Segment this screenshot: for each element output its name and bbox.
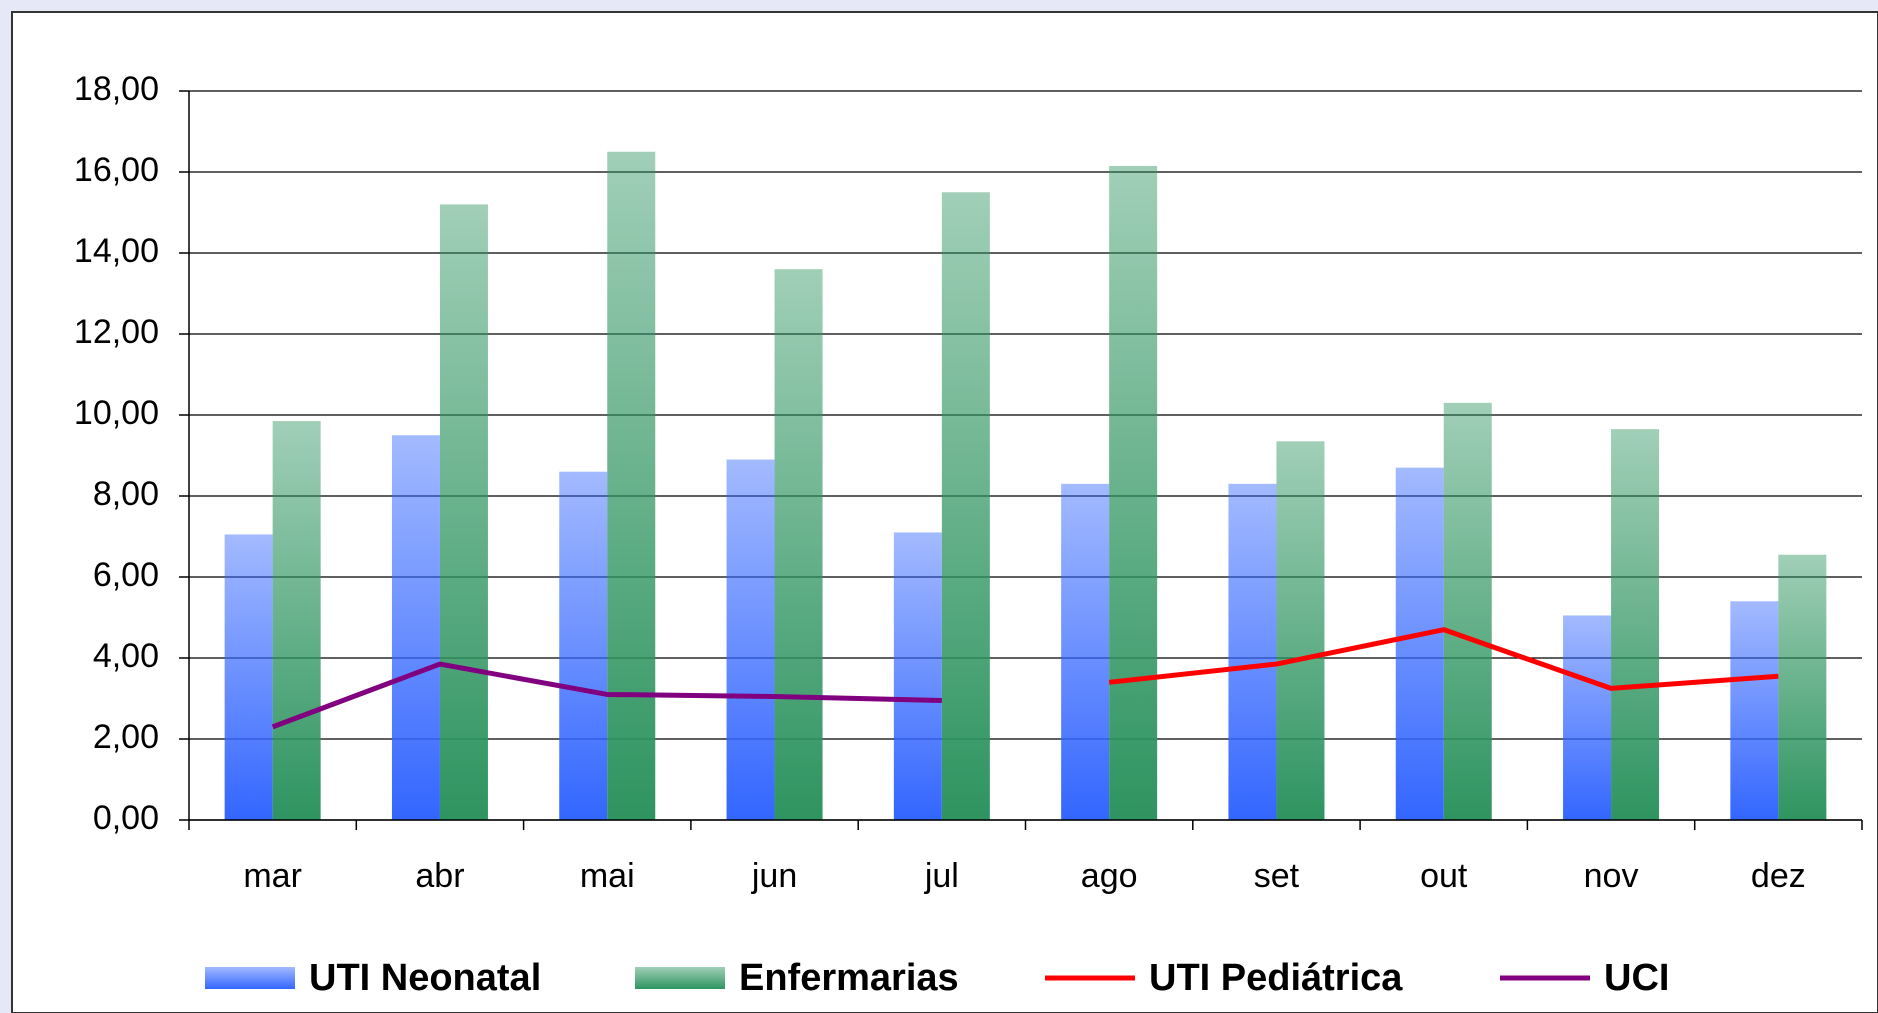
y-tick-label: 0,00 (93, 799, 159, 837)
bar (1443, 402, 1492, 820)
legend-swatch (205, 967, 295, 989)
bar (1611, 429, 1660, 820)
x-tick-label: out (1420, 857, 1468, 895)
x-tick-label: jul (924, 857, 959, 895)
bar (272, 421, 321, 820)
bar (1395, 467, 1444, 820)
legend-label: Enfermarias (739, 957, 959, 999)
x-tick-label: ago (1081, 857, 1138, 895)
legend-label: UCI (1604, 957, 1669, 999)
y-tick-label: 12,00 (74, 313, 159, 351)
bar (1228, 483, 1277, 820)
x-tick-label: abr (415, 857, 464, 895)
line (271, 661, 942, 730)
bar (1109, 165, 1158, 821)
y-tick-label: 4,00 (93, 637, 159, 675)
x-tick-label: dez (1751, 857, 1806, 895)
bar (391, 435, 440, 820)
x-tick-label: jun (751, 857, 797, 895)
y-tick-label: 10,00 (74, 394, 159, 432)
line (1108, 627, 1779, 691)
bar (439, 204, 488, 820)
y-tick-label: 16,00 (74, 151, 159, 189)
bar (1730, 601, 1779, 820)
y-tick-label: 6,00 (93, 556, 159, 594)
bar (559, 471, 608, 820)
legend-label: UTI Pediátrica (1149, 957, 1403, 999)
bar (1061, 483, 1110, 820)
y-tick-label: 14,00 (74, 232, 159, 270)
bar (893, 532, 942, 820)
bar (1778, 554, 1827, 820)
x-tick-label: mai (580, 857, 635, 895)
bar (607, 151, 656, 820)
bar (774, 269, 823, 820)
legend-label: UTI Neonatal (309, 957, 541, 999)
x-tick-label: nov (1584, 857, 1639, 895)
y-tick-label: 8,00 (93, 475, 159, 513)
bar (1276, 441, 1325, 820)
bar (726, 459, 775, 820)
x-tick-label: mar (243, 857, 302, 895)
y-tick-label: 2,00 (93, 718, 159, 756)
bar (224, 534, 273, 820)
x-tick-label: set (1254, 857, 1300, 895)
bar (1563, 615, 1612, 820)
bar (941, 192, 990, 820)
y-tick-label: 18,00 (74, 70, 159, 108)
legend-swatch (635, 967, 725, 989)
